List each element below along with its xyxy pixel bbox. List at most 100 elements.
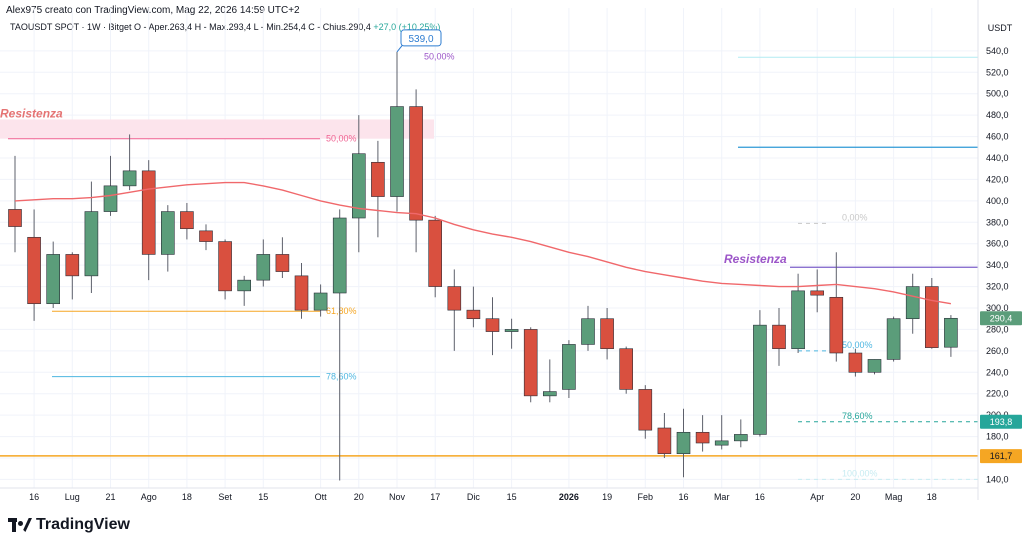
candle-body[interactable]	[791, 290, 805, 350]
x-tick-label: Set	[218, 492, 232, 502]
candle-body[interactable]	[218, 241, 232, 292]
candle-body[interactable]	[371, 161, 385, 197]
y-tick-label: 280,0	[986, 324, 1009, 334]
candle-body[interactable]	[600, 318, 614, 350]
y-tick-label: 460,0	[986, 132, 1009, 142]
fib-level-label: 0,00%	[842, 212, 868, 222]
annotation-text: 50,00%	[424, 51, 455, 61]
candle-body[interactable]	[695, 431, 710, 444]
tradingview-brand[interactable]: TradingView	[8, 516, 130, 534]
x-tick-label: 2026	[559, 492, 579, 502]
candle-body[interactable]	[103, 185, 118, 212]
annotation-text: Resistenza	[0, 106, 63, 120]
candle-body[interactable]	[924, 286, 939, 348]
candle-body[interactable]	[199, 230, 213, 242]
x-tick-label: 18	[927, 492, 937, 502]
fib-level-label: 100,00%	[842, 468, 878, 478]
candle-body[interactable]	[409, 106, 423, 221]
fib-level-label: 61,80%	[326, 306, 357, 316]
candle-body[interactable]	[122, 170, 137, 187]
candle-body[interactable]	[714, 440, 729, 446]
candle-body[interactable]	[294, 275, 309, 311]
price-badge	[980, 311, 1022, 326]
candle-body[interactable]	[638, 389, 653, 431]
candle-body[interactable]	[390, 106, 404, 197]
y-tick-label: 540,0	[986, 46, 1009, 56]
candle-body[interactable]	[867, 359, 882, 373]
symbol-legend: TAOUSDT SPOT · 1W · Bitget O - Aper.263,…	[10, 22, 440, 32]
x-tick-label: Mag	[885, 492, 903, 502]
candle-body[interactable]	[256, 254, 271, 281]
peak-callout-box[interactable]	[400, 29, 442, 47]
candle-body[interactable]	[141, 170, 156, 255]
symbol-name[interactable]: TAOUSDT SPOT · 1W · Bitget	[10, 22, 132, 32]
candle-body[interactable]	[161, 211, 175, 255]
y-tick-label: 140,0	[986, 474, 1009, 484]
x-tick-label: 19	[602, 492, 612, 502]
x-tick-label: 16	[29, 492, 39, 502]
candle-body[interactable]	[829, 296, 844, 354]
y-tick-label: 520,0	[986, 67, 1009, 77]
y-tick-label: 420,0	[986, 174, 1009, 184]
candle-body[interactable]	[542, 391, 557, 397]
price-change: +27,0 (+10,25%)	[373, 22, 441, 32]
candle-body[interactable]	[676, 431, 691, 455]
candle-body[interactable]	[523, 329, 538, 397]
x-tick-label: Ott	[315, 492, 328, 502]
y-tick-label: 500,0	[986, 89, 1009, 99]
x-tick-label: Apr	[810, 492, 824, 502]
y-tick-label: 300,0	[986, 303, 1009, 313]
candle-body[interactable]	[466, 309, 481, 320]
candle-body[interactable]	[772, 324, 786, 350]
candle-body[interactable]	[810, 290, 825, 296]
candle-body[interactable]	[905, 286, 920, 320]
candle-body[interactable]	[581, 318, 595, 345]
candle-body[interactable]	[275, 254, 290, 272]
author-line: Alex975 creato con TradingView.com, Mag …	[6, 5, 300, 16]
price-badge-label: 193,8	[990, 417, 1013, 427]
candle-body[interactable]	[848, 352, 863, 373]
candle-body[interactable]	[180, 211, 194, 230]
y-tick-label: 340,0	[986, 260, 1009, 270]
moving-average-line	[14, 181, 952, 305]
tradingview-logo-icon	[8, 518, 32, 532]
candle-body[interactable]	[753, 324, 767, 435]
candle-body[interactable]	[562, 344, 576, 390]
fib-level-label: 50,00%	[842, 340, 873, 350]
x-tick-label: 17	[430, 492, 440, 502]
candle-body[interactable]	[944, 317, 958, 348]
candle-body[interactable]	[237, 279, 251, 292]
candle-body[interactable]	[46, 254, 61, 305]
candle-body[interactable]	[886, 318, 901, 360]
brand-name: TradingView	[36, 516, 130, 533]
x-tick-label: Ago	[141, 492, 157, 502]
candle-body[interactable]	[447, 286, 462, 311]
candle-body[interactable]	[65, 254, 80, 277]
candle-body[interactable]	[733, 434, 748, 442]
candle-body[interactable]	[332, 217, 347, 294]
candle-body[interactable]	[504, 329, 519, 332]
y-tick-label: 220,0	[986, 389, 1009, 399]
fib-level-label: 50,00%	[326, 134, 357, 144]
candle-body[interactable]	[485, 318, 500, 332]
candle-body[interactable]	[428, 219, 443, 287]
x-tick-label: 16	[678, 492, 688, 502]
fib-level-label: 78,60%	[842, 411, 873, 421]
candle-body[interactable]	[657, 427, 672, 455]
candle-body[interactable]	[351, 153, 366, 219]
candle-body[interactable]	[84, 211, 99, 277]
price-badge-label: 161,7	[990, 451, 1013, 461]
x-tick-label: 20	[354, 492, 364, 502]
fib-level-label: 78,60%	[326, 372, 357, 382]
x-tick-label: Nov	[389, 492, 406, 502]
y-tick-label: 240,0	[986, 367, 1009, 377]
x-tick-label: 18	[182, 492, 192, 502]
candle-body[interactable]	[27, 236, 41, 305]
candle-body[interactable]	[313, 292, 328, 311]
y-tick-label: 260,0	[986, 346, 1009, 356]
candle-body[interactable]	[619, 348, 634, 390]
y-tick-label: 440,0	[986, 153, 1009, 163]
x-tick-label: 20	[850, 492, 860, 502]
candle-body[interactable]	[8, 209, 22, 227]
